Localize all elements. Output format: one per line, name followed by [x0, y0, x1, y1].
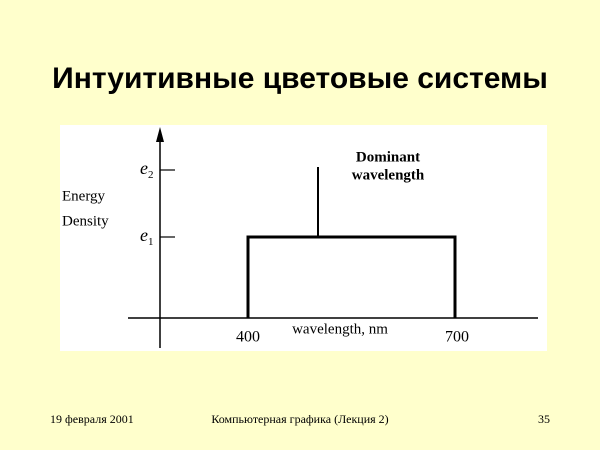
e2-subscript: 2 — [148, 169, 154, 181]
spectrum-box — [246, 235, 457, 318]
e2-symbol: e — [140, 158, 148, 178]
y-axis-label: Energy — [62, 188, 106, 204]
x-mark-label: 400 — [236, 329, 260, 346]
x-mark-label: 700 — [445, 329, 469, 346]
footer-page: 35 — [538, 412, 550, 426]
y-axis-arrow — [156, 127, 164, 142]
figure-axes — [128, 136, 538, 348]
e2-label: e2 — [140, 158, 154, 180]
e1-label: e1 — [140, 225, 154, 247]
x-axis-label: wavelength, nm — [292, 321, 388, 337]
annotation: wavelength — [352, 167, 425, 183]
e1-subscript: 1 — [148, 236, 154, 248]
annotation: Dominant — [356, 149, 420, 165]
e1-symbol: e — [140, 225, 148, 245]
slide-title: Интуитивные цветовые системы — [52, 62, 548, 95]
footer-date: 19 февраля 2001 — [50, 412, 134, 426]
y-axis-label: Density — [62, 213, 109, 229]
footer-course: Компьютерная графика (Лекция 2) — [211, 412, 388, 426]
